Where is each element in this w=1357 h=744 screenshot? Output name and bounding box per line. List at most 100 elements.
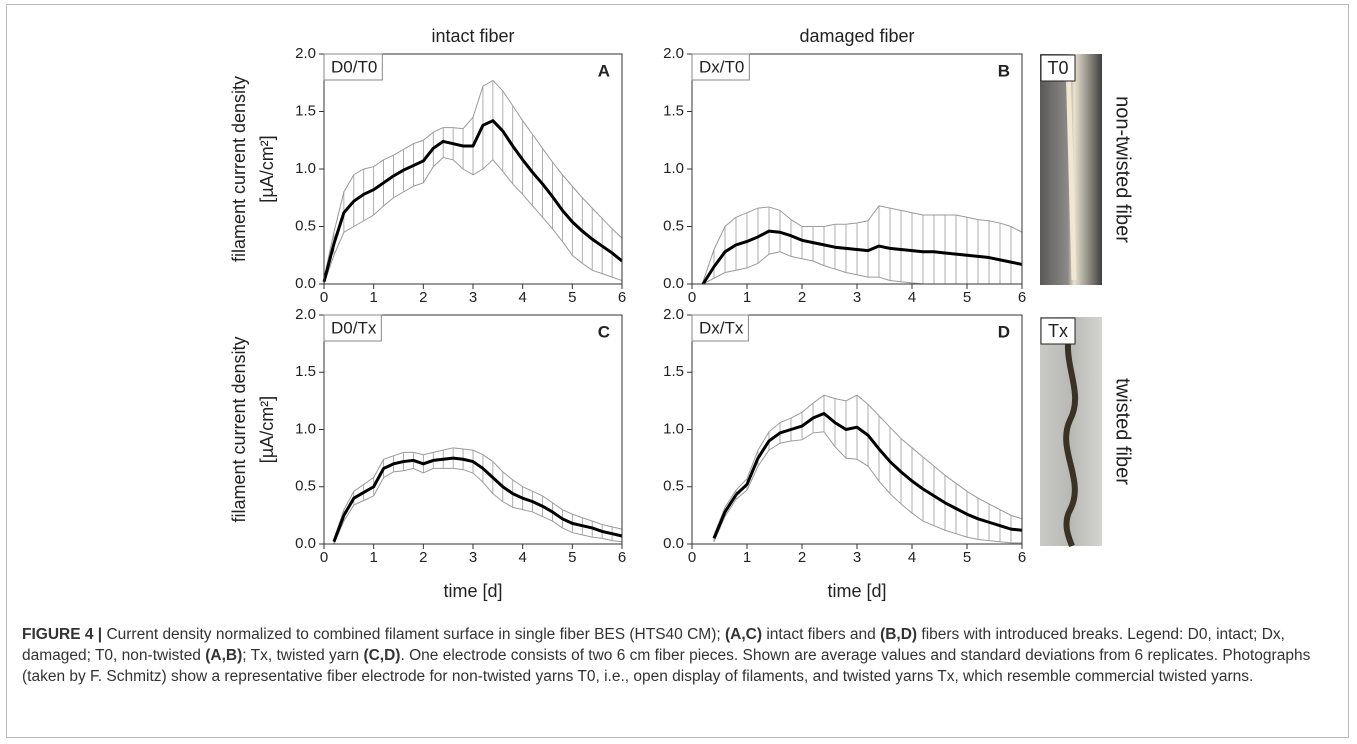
figure-caption: FIGURE 4 | Current density normalized to…: [22, 624, 1337, 687]
x-tick-label: 6: [618, 289, 626, 306]
x-tick-label: 2: [419, 549, 427, 566]
y-axis-label: filament current density: [229, 336, 249, 522]
x-tick-label: 4: [908, 549, 916, 566]
x-tick-label: 6: [1018, 289, 1026, 306]
x-tick-label: 3: [469, 549, 477, 566]
panel-tag-box: [323, 53, 383, 81]
x-axis-label: time [d]: [443, 581, 502, 601]
y-axis-label: filament current density: [229, 76, 249, 262]
y-tick-label: 0.0: [295, 535, 316, 552]
panel-letter: D: [998, 322, 1010, 341]
y-tick-label: 2.0: [663, 306, 684, 323]
x-tick-label: 1: [369, 289, 377, 306]
mean-line: [322, 119, 623, 283]
x-tick-label: 2: [798, 289, 806, 306]
y-tick-label: 0.0: [295, 275, 316, 292]
y-axis-label: [µA/cm²]: [257, 396, 277, 463]
y-tick-label: 0.5: [663, 478, 684, 495]
panel-tag-box: [691, 53, 750, 81]
x-tick-label: 5: [963, 549, 971, 566]
panel-letter: A: [598, 61, 610, 80]
caption-bold: FIGURE 4 |: [22, 626, 103, 643]
x-tick-label: 3: [853, 289, 861, 306]
y-axis-label: [µA/cm²]: [257, 135, 277, 202]
photo-tag-box: [1040, 54, 1076, 82]
y-tick-label: 0.5: [663, 217, 684, 234]
x-tick-label: 5: [568, 289, 576, 306]
y-tick-label: 0.0: [663, 535, 684, 552]
caption-bold: (C,D): [363, 647, 401, 664]
x-tick-label: 3: [469, 289, 477, 306]
x-tick-label: 1: [369, 549, 377, 566]
caption-bold: (A,C): [724, 626, 763, 643]
figure-frame: [6, 4, 1349, 738]
caption-text: ; Tx, twisted yarn: [242, 647, 364, 664]
row-label: twisted fiber: [1112, 378, 1134, 485]
mean-line: [712, 411, 1023, 539]
y-tick-label: 2.0: [663, 45, 684, 62]
photo-tag-box: [1040, 317, 1076, 345]
x-tick-label: 2: [798, 549, 806, 566]
x-tick-label: 6: [1018, 549, 1026, 566]
x-tick-label: 5: [963, 289, 971, 306]
column-title: intact fiber: [431, 26, 514, 46]
x-tick-label: 0: [688, 289, 696, 306]
y-tick-label: 2.0: [295, 45, 316, 62]
x-tick-label: 4: [908, 289, 916, 306]
std-lower: [333, 467, 623, 545]
x-tick-label: 0: [688, 549, 696, 566]
panel-tag: Dx/Tx: [699, 318, 744, 337]
caption-bold: (A,B): [205, 647, 243, 664]
mean-line: [701, 229, 1023, 285]
panel-tag: D0/T0: [331, 57, 377, 76]
photo-fiber: [1065, 59, 1077, 281]
x-tick-label: 5: [568, 549, 576, 566]
mean-line: [332, 456, 623, 543]
caption-text: . One electrode consists of two 6 cm fib…: [22, 647, 1311, 685]
caption-bold: (B,D): [880, 626, 918, 643]
y-tick-label: 1.5: [663, 363, 684, 380]
photo-tag: Tx: [1048, 321, 1068, 341]
y-tick-label: 1.0: [295, 420, 316, 437]
photo-fiber: [1063, 323, 1079, 548]
x-tick-label: 6: [618, 549, 626, 566]
panel-tag-box: [691, 314, 749, 342]
x-tick-label: 1: [743, 289, 751, 306]
y-tick-label: 1.0: [295, 160, 316, 177]
x-tick-label: 0: [320, 289, 328, 306]
caption-text: Current density normalized to combined f…: [102, 626, 725, 643]
x-tick-label: 3: [853, 549, 861, 566]
panel-tag: Dx/T0: [699, 57, 744, 76]
x-tick-label: 4: [518, 549, 526, 566]
y-tick-label: 1.5: [663, 102, 684, 119]
x-tick-label: 1: [743, 549, 751, 566]
y-tick-label: 1.0: [663, 160, 684, 177]
x-tick-label: 0: [320, 549, 328, 566]
x-axis-label: time [d]: [827, 581, 886, 601]
y-tick-label: 1.5: [295, 363, 316, 380]
std-lower: [323, 156, 623, 285]
panel-letter: B: [998, 61, 1010, 80]
x-tick-label: 4: [518, 289, 526, 306]
panel-letter: C: [598, 322, 610, 341]
caption-text: intact fibers and: [762, 626, 881, 643]
photo-tag: T0: [1047, 58, 1068, 78]
std-upper: [702, 205, 1023, 282]
column-title: damaged fiber: [799, 26, 914, 46]
y-tick-label: 0.5: [295, 478, 316, 495]
caption-text: fibers with introduced breaks. Legend: D…: [22, 626, 1285, 664]
y-tick-label: 0.5: [295, 217, 316, 234]
std-upper: [713, 394, 1023, 536]
panel-tag: D0/Tx: [331, 318, 377, 337]
std-upper: [333, 447, 623, 540]
std-upper: [323, 79, 623, 279]
y-tick-label: 1.5: [295, 102, 316, 119]
x-tick-label: 2: [419, 289, 427, 306]
std-lower: [713, 431, 1022, 544]
panel-tag-box: [323, 314, 382, 342]
plot-frame: [323, 314, 623, 545]
y-tick-label: 0.0: [663, 275, 684, 292]
row-label: non-twisted fiber: [1112, 96, 1134, 243]
